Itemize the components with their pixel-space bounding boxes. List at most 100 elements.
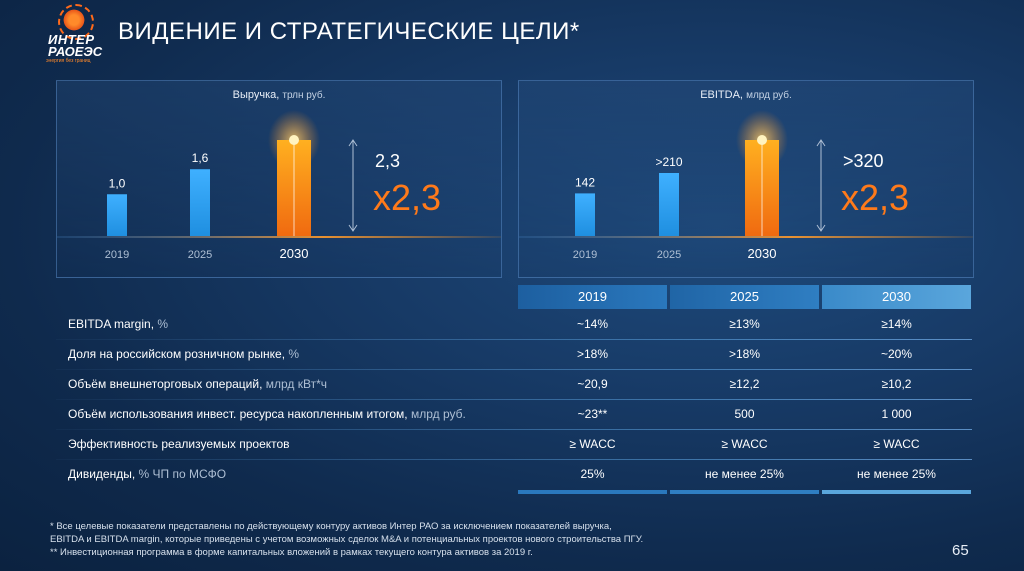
table-row: Эффективность реализуемых проектов ≥ WAC… [56,430,972,460]
ebitda-chart-title-text: EBITDA, [700,89,743,101]
row-label-text: Объём внешнеторговых операций, [68,377,263,391]
cell-2019: ~23** [577,407,608,421]
bar-value-label: 1,0 [109,176,126,190]
cell-2019: >18% [576,347,609,361]
row-label-text: Эффективность реализуемых проектов [68,437,290,451]
annotation-value: >320 [843,151,884,171]
growth-arrow-down-head [816,224,826,232]
row-label-unit: млрд руб. [407,407,466,421]
x-tick-label: 2030 [280,246,309,261]
revenue-chart-panel: Выручка, трлн руб. 1,0 2019 1,6 2025 2030 2,3… [56,80,502,278]
cell-2030: не менее 25% [857,467,936,481]
chart-baseline [519,236,973,238]
cell-2019: ~14% [576,317,609,331]
table-row: EBITDA margin, % ~14% ≥13% ≥14% [56,310,972,340]
x-tick-label: 2030 [748,246,777,261]
row-label-unit: % ЧП по МСФО [135,467,227,481]
row-divider [56,369,972,370]
table-header-2025: 2025 [670,285,819,309]
row-label: Эффективность реализуемых проектов [68,437,290,451]
table-row: Доля на российском розничном рынке, % >1… [56,340,972,370]
x-tick-label: 2025 [657,249,681,261]
row-label-unit: млрд кВт*ч [262,377,328,391]
annotation-multiplier: x2,3 [373,177,441,218]
bar-value-label: >210 [655,155,682,169]
row-divider [56,339,972,340]
row-label-text: EBITDA margin, [68,317,155,331]
highlight-bar-spark [757,135,767,145]
row-label-text: Доля на российском розничном рынке, [68,347,286,361]
ebitda-chart-title: EBITDA, млрд руб. [519,89,973,101]
x-tick-label: 2019 [105,249,129,261]
growth-arrow-up-head [816,139,826,147]
row-label: Объём использования инвест. ресурса нако… [68,407,466,421]
page-number: 65 [952,542,969,559]
row-divider [56,399,972,400]
annotation-multiplier: x2,3 [841,177,909,218]
page-title: ВИДЕНИЕ И СТРАТЕГИЧЕСКИЕ ЦЕЛИ* [118,18,580,45]
x-tick-label: 2019 [573,249,597,261]
row-label: Дивиденды, % ЧП по МСФО [68,467,226,481]
logo-line1: ИНТЕР [48,32,95,47]
column-underline-2025 [670,490,819,494]
row-divider [56,459,972,460]
cell-2025: >18% [728,347,761,361]
revenue-bar-chart: 1,0 2019 1,6 2025 2030 2,3 x2,3 [57,110,501,261]
x-tick-label: 2025 [188,249,212,261]
row-label-unit: % [285,347,300,361]
footnote: ** Инвестиционная программа в форме капи… [50,547,533,558]
bar-value-label: 142 [575,175,595,189]
cell-2025: не менее 25% [705,467,784,481]
row-label-text: Дивиденды, [68,467,136,481]
cell-2025: ≥12,2 [729,377,760,391]
row-label-unit: % [154,317,169,331]
highlight-bar-spark [289,135,299,145]
cell-2025: 500 [734,407,755,421]
logo-tagline: энергия без границ [46,58,91,64]
bar-2019 [107,194,127,236]
revenue-chart-title: Выручка, трлн руб. [57,89,501,101]
logo-sun-icon [62,8,86,32]
table-row: Дивиденды, % ЧП по МСФО 25% не менее 25%… [56,460,972,490]
ebitda-bar-chart: 142 2019 >210 2025 2030 >320 x2,3 [519,110,973,261]
footnote: EBITDA и EBITDA margin, которые приведен… [50,534,644,545]
cell-2025: ≥13% [729,317,760,331]
cell-2019: ~20,9 [577,377,608,391]
row-label-text: Объём использования инвест. ресурса нако… [68,407,408,421]
annotation-value: 2,3 [375,151,400,171]
ebitda-chart-panel: EBITDA, млрд руб. 142 2019 >210 2025 2030 >32… [518,80,974,278]
bar-value-label: 1,6 [192,151,209,165]
footnote: * Все целевые показатели представлены по… [50,521,612,532]
column-underline-2030 [822,490,971,494]
chart-baseline [57,236,501,238]
cell-2019: 25% [580,467,605,481]
table-header-2019: 2019 [518,285,667,309]
growth-arrow-up-head [348,139,358,147]
row-label: EBITDA margin, % [68,317,168,331]
table-row: Объём внешнеторговых операций, млрд кВт*… [56,370,972,400]
row-label: Доля на российском розничном рынке, % [68,347,299,361]
table-row: Объём использования инвест. ресурса нако… [56,400,972,430]
cell-2030: ≥14% [881,317,912,331]
bar-2019 [575,193,595,236]
revenue-chart-unit: трлн руб. [282,90,326,101]
bar-2025 [190,169,210,236]
row-divider [56,429,972,430]
logo-sun-rays [58,4,94,40]
company-logo: ИНТЕР РАОЕЭС энергия без границ [44,4,108,64]
cell-2030: ≥10,2 [881,377,912,391]
cell-2030: ≥ WACC [873,437,920,451]
cell-2030: 1 000 [881,407,912,421]
table-header-2030: 2030 [822,285,971,309]
column-underline-2019 [518,490,667,494]
cell-2030: ~20% [880,347,913,361]
bar-2025 [659,173,679,236]
cell-2025: ≥ WACC [721,437,768,451]
cell-2019: ≥ WACC [569,437,616,451]
revenue-chart-title-text: Выручка, [232,89,280,101]
footnotes: * Все целевые показатели представлены по… [50,520,643,559]
growth-arrow-down-head [348,224,358,232]
row-label: Объём внешнеторговых операций, млрд кВт*… [68,377,327,391]
ebitda-chart-unit: млрд руб. [746,90,792,101]
logo-line2: РАОЕЭС [48,44,103,59]
